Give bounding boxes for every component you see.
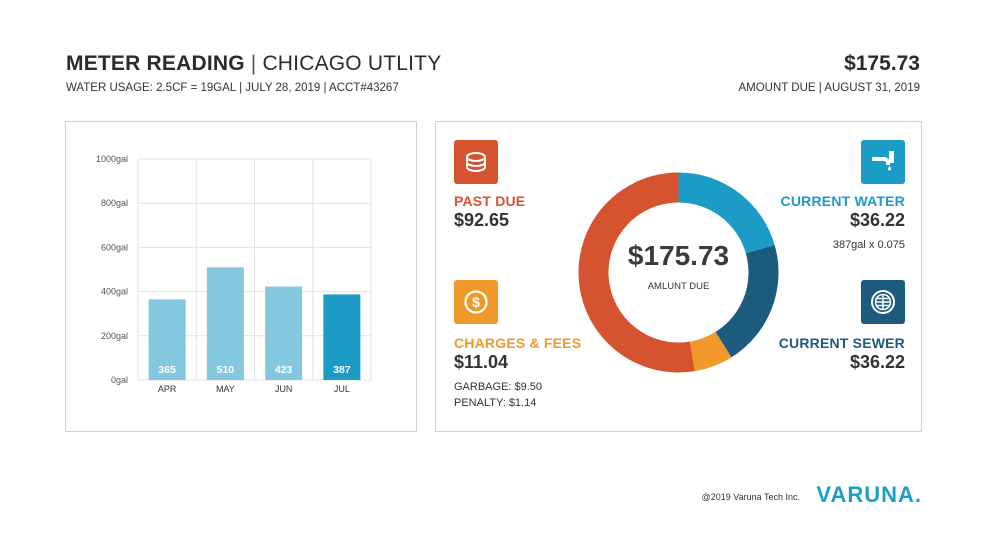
y-tick-label: 200gal (101, 331, 128, 341)
current-water-value: $36.22 (849, 210, 905, 230)
bar-jun (265, 286, 303, 380)
header-amount: $175.73 (844, 52, 920, 75)
due-date-line: AMOUNT DUE | AUGUST 31, 2019 (738, 82, 920, 94)
bar-may (206, 267, 244, 380)
x-tick-label: APR (158, 384, 177, 394)
bar-value-label: 365 (158, 364, 176, 376)
copyright-text: @2019 Varuna Tech Inc. (701, 492, 800, 502)
bar-value-label: 387 (333, 364, 351, 376)
penalty-fee: PENALTY: $1.14 (454, 397, 537, 409)
bar-value-label: 423 (275, 364, 293, 376)
dollar-coin-icon: $ (454, 280, 498, 324)
bar-jul (323, 294, 361, 380)
donut-center-label: AMLUNT DUE (647, 281, 710, 292)
y-tick-label: 400gal (101, 287, 128, 297)
y-tick-label: 600gal (101, 242, 128, 252)
current-sewer-value: $36.22 (849, 352, 905, 372)
water-calculation: 387gal x 0.075 (832, 239, 905, 251)
donut-slice-charges-fees (689, 331, 732, 372)
usage-chart-panel: 0gal 200gal 400gal 600gal 800gal 1000gal 365 AP… (65, 121, 417, 432)
y-tick-label: 0gal (111, 375, 128, 385)
charges-label: CHARGES & FEES (454, 335, 582, 351)
bill-breakdown-panel: PAST DUE $92.65 $ CHARGES & FEES $11.04 … (435, 121, 922, 432)
past-due-label: PAST DUE (454, 193, 526, 209)
donut-slice-current-sewer (715, 244, 779, 358)
sewer-grate-icon (861, 280, 905, 324)
utility-name: CHICAGO UTLITY (262, 52, 442, 75)
current-water-label: CURRENT WATER (780, 193, 905, 209)
garbage-fee: GARBAGE: $9.50 (454, 381, 543, 393)
charges-value: $11.04 (454, 352, 509, 372)
title-bold: METER READING (66, 52, 245, 75)
y-tick-label: 1000gal (96, 154, 128, 164)
donut-slice-current-water (678, 172, 775, 254)
donut-slice-past-due (578, 172, 695, 373)
current-sewer-label: CURRENT SEWER (778, 335, 905, 351)
usage-bar-chart: 0gal 200gal 400gal 600gal 800gal 1000gal 365 AP… (96, 154, 372, 394)
bar-apr (148, 299, 186, 380)
coins-icon (454, 140, 498, 184)
faucet-icon (861, 140, 905, 184)
amount-donut-chart (578, 172, 779, 373)
varuna-logo: VARUNA. (816, 482, 922, 507)
past-due-value: $92.65 (454, 210, 510, 230)
x-tick-label: MAY (216, 384, 235, 394)
title-separator: | (250, 52, 257, 75)
svg-text:$: $ (472, 294, 480, 310)
usage-subtitle: WATER USAGE: 2.5CF = 19GAL | JULY 28, 20… (66, 82, 399, 94)
x-tick-label: JUL (334, 384, 350, 394)
donut-center-amount: $175.73 (627, 240, 730, 271)
page-title: METER READING | CHICAGO UTLITY (66, 52, 441, 76)
y-tick-label: 800gal (101, 198, 128, 208)
x-tick-label: JUN (275, 384, 293, 394)
bar-value-label: 510 (217, 364, 235, 376)
